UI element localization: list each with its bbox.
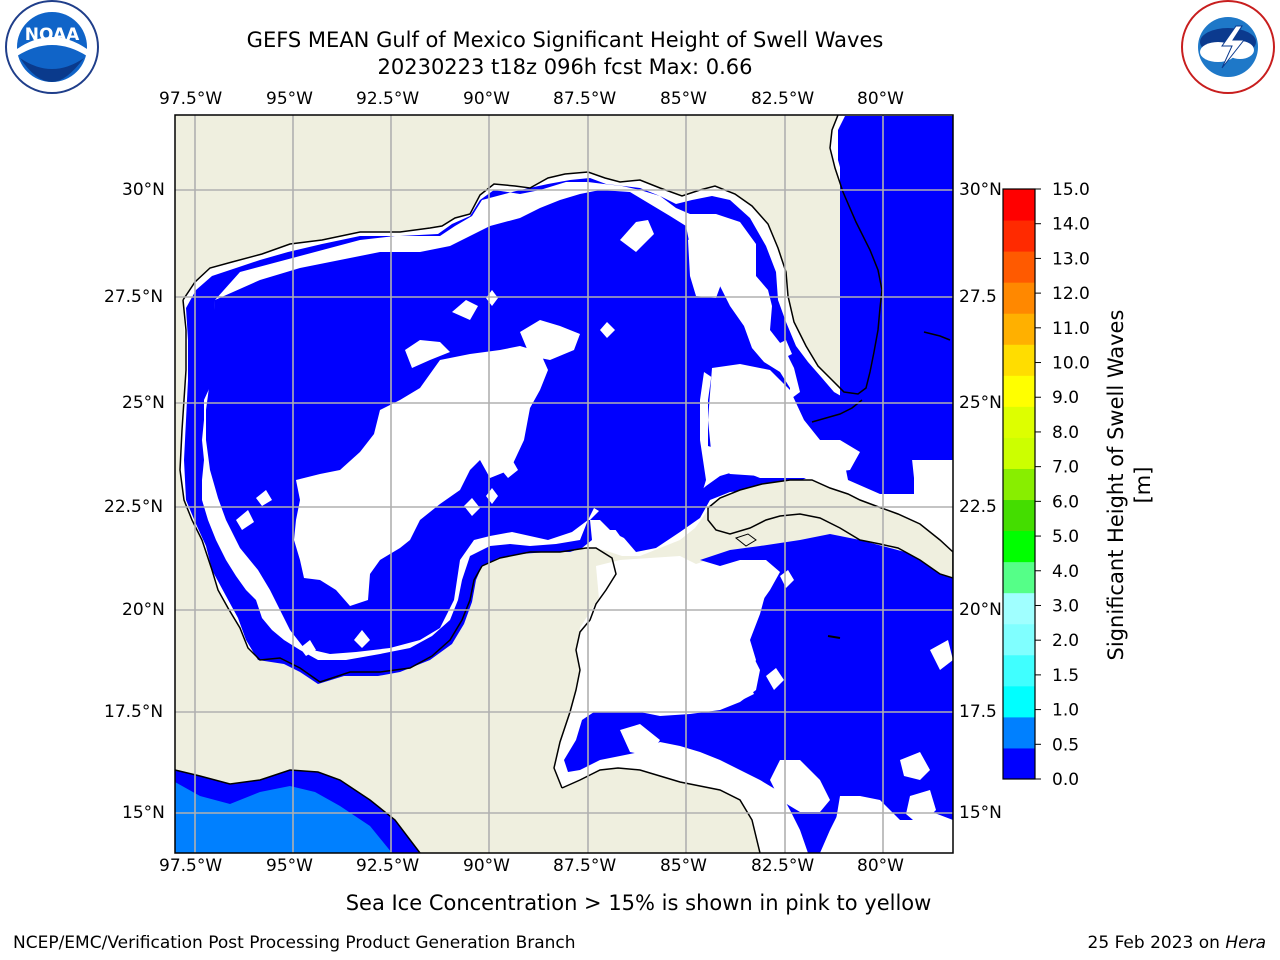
pacific-coastline	[175, 769, 421, 853]
colorbar	[1003, 189, 1035, 780]
lon-label-bottom: 90°W	[463, 856, 510, 876]
colorbar-tick-label: 4.0	[1052, 562, 1079, 582]
colorbar-segment	[1003, 530, 1035, 563]
colorbar-segment	[1003, 468, 1035, 501]
lat-label-right: 20°N	[959, 600, 1002, 620]
colorbar-tick-label: 5.0	[1052, 527, 1079, 547]
colorbar-tick-label: 9.0	[1052, 388, 1079, 408]
colorbar-segment	[1003, 375, 1035, 407]
noaa-logo-text: NOAA	[25, 25, 80, 45]
colorbar-segment	[1003, 406, 1035, 438]
colorbar-ticks: 15.0 14.0 13.0 12.0 11.0 10.0 9.0 8.0 7.0 6.0 5.0 4…	[1035, 180, 1090, 790]
mexico-coastline	[179, 299, 483, 683]
map-frame	[174, 114, 954, 854]
bahamas	[923, 331, 951, 341]
central-america-coastline	[561, 767, 761, 853]
map-title: GEFS MEAN Gulf of Mexico Significant Hei…	[246, 28, 884, 52]
gulf-coastline	[182, 115, 883, 395]
lat-label-left: 20°N	[122, 600, 165, 620]
colorbar-label-line1: Significant Height of Swell Waves	[1104, 310, 1128, 661]
lat-label-right: 17.5	[959, 702, 997, 722]
lon-label-bottom: 82.5°W	[751, 856, 815, 876]
lon-label-top: 92.5°W	[356, 89, 420, 109]
isla-juventud	[734, 533, 757, 547]
lon-label-top: 80°W	[857, 89, 904, 109]
lon-label-top: 90°W	[463, 89, 510, 109]
colorbar-frame	[1002, 188, 1036, 780]
lat-label-left: 27.5°N	[104, 287, 164, 307]
colorbar-tick-label: 7.0	[1052, 458, 1079, 478]
colorbar-tick-label: 8.0	[1052, 423, 1079, 443]
colorbar-segment	[1003, 437, 1035, 469]
lat-label-right: 30°N	[959, 180, 1002, 200]
lat-label-left: 15°N	[122, 803, 165, 823]
cayman-islands	[827, 635, 841, 639]
sea-ice-note: Sea Ice Concentration > 15% is shown in …	[345, 891, 932, 915]
colorbar-tick-label: 2.0	[1052, 631, 1079, 651]
lon-label-top: 95°W	[266, 89, 313, 109]
lon-label-bottom: 97.5°W	[159, 856, 223, 876]
colorbar-segment	[1003, 747, 1035, 780]
colorbar-segment	[1003, 654, 1035, 687]
colorbar-tick-label: 6.0	[1052, 492, 1079, 512]
cuba-land	[707, 479, 953, 579]
lat-label-right: 27.5	[959, 287, 997, 307]
footer-date: 25 Feb 2023 on Hera	[1087, 933, 1266, 953]
swell-region-low-caribbean	[564, 534, 953, 853]
nws-logo	[1181, 0, 1275, 94]
colorbar-tick-label: 0.0	[1052, 770, 1079, 790]
lon-label-bottom: 87.5°W	[553, 856, 617, 876]
colorbar-segment	[1003, 344, 1035, 376]
colorbar-segment	[1003, 251, 1035, 283]
colorbar-tick-label: 15.0	[1052, 180, 1090, 200]
florida-keys	[811, 399, 863, 423]
grid-lines	[175, 115, 953, 853]
map-subtitle: 20230223 t18z 096h fcst Max: 0.66	[377, 55, 753, 79]
colorbar-segment	[1003, 561, 1035, 594]
lon-label-bottom: 85°W	[660, 856, 707, 876]
colorbar-segment	[1003, 313, 1035, 345]
map-area	[175, 115, 953, 853]
lat-label-right: 25°N	[959, 393, 1002, 413]
colorbar-tick-label: 1.0	[1052, 701, 1079, 721]
colorbar-label-line2: [m]	[1131, 467, 1155, 504]
lat-label-left: 30°N	[122, 180, 165, 200]
lat-label-left: 25°N	[122, 393, 165, 413]
lon-label-bottom: 95°W	[266, 856, 313, 876]
lon-label-top: 97.5°W	[159, 89, 223, 109]
colorbar-segment	[1003, 685, 1035, 718]
lon-label-bottom: 92.5°W	[356, 856, 420, 876]
colorbar-segment	[1003, 623, 1035, 656]
colorbar-segment	[1003, 592, 1035, 625]
lat-label-left: 17.5°N	[104, 702, 164, 722]
footer-host: Hera	[1225, 933, 1266, 953]
lat-label-right: 15°N	[959, 803, 1002, 823]
colorbar-segment	[1003, 499, 1035, 532]
lat-label-left: 22.5°N	[104, 497, 164, 517]
footer-credit: NCEP/EMC/Verification Post Processing Pr…	[13, 933, 576, 953]
colorbar-tick-label: 12.0	[1052, 284, 1090, 304]
noaa-logo: NOAA	[5, 0, 99, 94]
lon-label-top: 87.5°W	[553, 89, 617, 109]
colorbar-segment	[1003, 189, 1035, 221]
colorbar-segment	[1003, 282, 1035, 314]
colorbar-segment	[1003, 220, 1035, 252]
lon-label-top: 85°W	[660, 89, 707, 109]
colorbar-tick-label: 3.0	[1052, 596, 1079, 616]
colorbar-tick-label: 11.0	[1052, 319, 1090, 339]
lon-label-bottom: 80°W	[857, 856, 904, 876]
colorbar-tick-label: 13.0	[1052, 249, 1090, 269]
colorbar-segment	[1003, 716, 1035, 749]
colorbar-tick-label: 14.0	[1052, 215, 1090, 235]
lon-label-top: 82.5°W	[751, 89, 815, 109]
colorbar-tick-label: 0.5	[1052, 735, 1079, 755]
pacific-water-swell	[175, 782, 392, 853]
colorbar-tick-label: 10.0	[1052, 354, 1090, 374]
colorbar-tick-label: 1.5	[1052, 666, 1079, 686]
lat-label-right: 22.5	[959, 497, 997, 517]
